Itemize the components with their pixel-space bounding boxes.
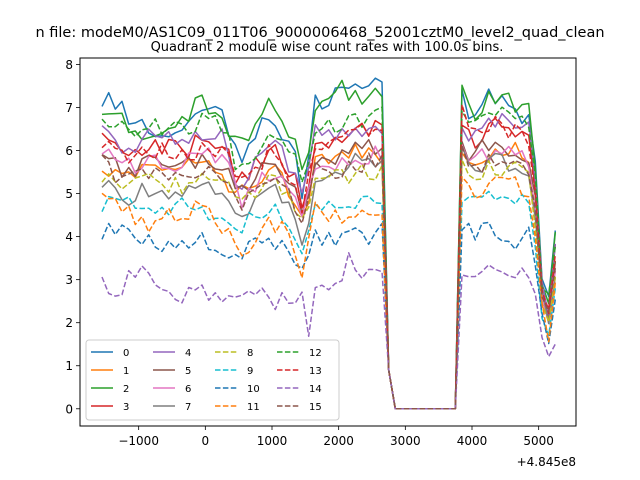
legend-label-10: 10 (247, 384, 260, 395)
legend-box (85, 339, 340, 421)
y-tick-label: 0 (65, 402, 73, 416)
series-line-10 (101, 221, 557, 410)
chart-title: Quadrant 2 module wise count rates with … (151, 40, 504, 55)
series-line-6 (101, 144, 557, 410)
legend-label-7: 7 (185, 402, 191, 413)
x-tick-label: 4000 (457, 434, 488, 448)
x-tick-label: 5000 (523, 434, 554, 448)
series-line-5 (101, 138, 557, 410)
x-tick-label: 0 (202, 434, 210, 448)
y-tick-label: 6 (65, 144, 73, 158)
legend-label-4: 4 (185, 348, 191, 359)
series-line-1 (101, 141, 557, 410)
y-tick-label: 8 (65, 58, 73, 72)
y-tick-label: 2 (65, 316, 73, 330)
legend-label-15: 15 (309, 402, 322, 413)
series-line-12 (101, 106, 557, 410)
series-line-2 (101, 79, 557, 410)
y-tick-label: 1 (65, 359, 73, 373)
x-offset-label: +4.845e8 (517, 455, 576, 469)
series-line-13 (101, 103, 557, 410)
legend-label-8: 8 (247, 348, 253, 359)
series-line-15 (101, 144, 557, 410)
legend-label-13: 13 (309, 366, 322, 377)
series-line-0 (101, 77, 557, 410)
series-layer (101, 77, 557, 410)
x-tick-label: −1000 (118, 434, 159, 448)
series-line-11 (101, 176, 557, 410)
x-tick-label: 1000 (257, 434, 288, 448)
legend-label-0: 0 (123, 348, 129, 359)
y-tick-label: 4 (65, 230, 73, 244)
y-tick-label: 3 (65, 273, 73, 287)
x-tick-label: 2000 (323, 434, 354, 448)
legend-label-3: 3 (123, 402, 129, 413)
legend-label-6: 6 (185, 384, 191, 395)
legend-label-11: 11 (247, 402, 260, 413)
series-line-4 (101, 112, 557, 410)
x-tick-label: 3000 (390, 434, 421, 448)
figure-suptitle: n file: modeM0/AS1C09_011T06_9000006468_… (35, 25, 604, 41)
y-tick-label: 7 (65, 101, 73, 115)
axes-frame (79, 57, 577, 427)
y-tick-label: 5 (65, 187, 73, 201)
legend-label-1: 1 (123, 366, 129, 377)
legend-label-14: 14 (309, 384, 322, 395)
legend-label-5: 5 (185, 366, 191, 377)
legend-label-12: 12 (309, 348, 322, 359)
series-line-14 (101, 252, 556, 410)
legend-label-2: 2 (123, 384, 129, 395)
series-line-8 (101, 158, 557, 410)
legend-label-9: 9 (247, 366, 253, 377)
